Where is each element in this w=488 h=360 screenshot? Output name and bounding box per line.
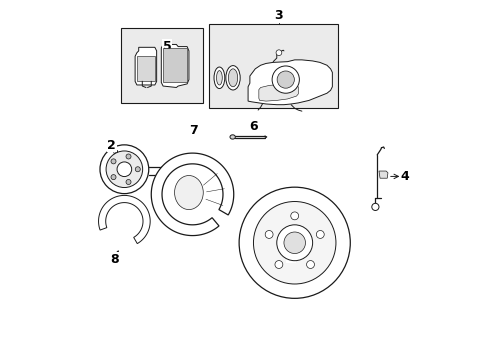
Text: 6: 6 (248, 121, 257, 134)
Circle shape (111, 159, 116, 164)
Circle shape (276, 50, 281, 55)
Polygon shape (151, 153, 233, 235)
Circle shape (277, 71, 294, 88)
Circle shape (117, 162, 131, 176)
Circle shape (264, 230, 272, 238)
Text: 7: 7 (189, 124, 198, 137)
Circle shape (126, 180, 131, 185)
Circle shape (253, 202, 335, 284)
Ellipse shape (225, 66, 240, 90)
Polygon shape (135, 47, 156, 85)
Circle shape (290, 212, 298, 220)
Circle shape (316, 230, 324, 238)
Polygon shape (161, 44, 188, 87)
Polygon shape (258, 85, 298, 101)
Circle shape (100, 145, 148, 194)
Ellipse shape (174, 176, 203, 210)
Text: 5: 5 (163, 40, 171, 53)
Circle shape (239, 187, 349, 298)
Circle shape (274, 261, 282, 269)
Circle shape (371, 203, 378, 211)
Polygon shape (378, 171, 387, 178)
Text: 1: 1 (286, 249, 295, 262)
Circle shape (276, 225, 312, 261)
Text: 3: 3 (274, 9, 282, 22)
Polygon shape (137, 56, 155, 81)
Circle shape (106, 151, 142, 188)
Ellipse shape (214, 67, 224, 89)
Ellipse shape (216, 71, 222, 85)
Circle shape (306, 261, 314, 269)
Text: 4: 4 (400, 170, 408, 183)
Ellipse shape (229, 135, 235, 139)
Polygon shape (99, 195, 150, 244)
Text: 8: 8 (110, 253, 119, 266)
Circle shape (271, 66, 299, 93)
Bar (208, 24, 337, 108)
Polygon shape (247, 60, 332, 105)
Bar (121, 28, 203, 103)
Circle shape (111, 175, 116, 180)
Circle shape (284, 232, 305, 253)
Circle shape (126, 154, 131, 159)
Text: 2: 2 (107, 139, 116, 152)
Circle shape (135, 167, 140, 172)
Polygon shape (163, 48, 187, 82)
Ellipse shape (228, 69, 237, 87)
